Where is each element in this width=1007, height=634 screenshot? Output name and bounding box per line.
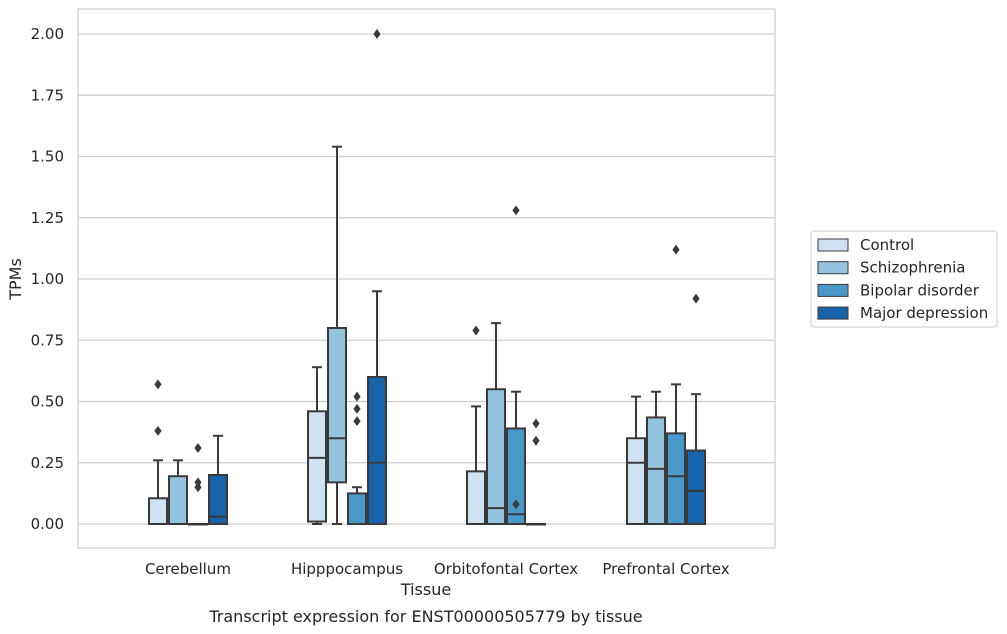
legend-label: Control	[860, 236, 914, 254]
outlier-point	[532, 435, 540, 446]
y-tick-label: 1.25	[31, 209, 64, 227]
box-schizophrenia	[486, 322, 506, 525]
y-tick-label: 0.00	[31, 515, 64, 533]
chart-caption: Transcript expression for ENST0000050577…	[208, 607, 642, 626]
legend-swatch	[817, 306, 849, 320]
y-tick-label: 0.25	[31, 454, 64, 472]
y-tick-label: 0.50	[31, 393, 64, 411]
box-bipolar-disorder	[188, 443, 208, 526]
box-bipolar-disorder	[347, 391, 367, 525]
box-schizophrenia	[327, 145, 347, 525]
legend-swatch	[817, 238, 849, 252]
box-major-depression	[686, 293, 706, 525]
y-axis-ticks: 0.00 0.25 0.50 0.75 1.00 1.25 1.50 1.75 2.00	[31, 25, 64, 533]
box-major-depression	[526, 418, 546, 526]
box-bipolar-disorder	[666, 244, 686, 526]
outlier-point	[194, 443, 202, 454]
legend-frame	[810, 230, 998, 328]
box-body	[686, 449, 706, 525]
box-body	[486, 388, 506, 525]
box-body	[327, 327, 347, 484]
outlier-point	[353, 403, 361, 414]
box-control	[307, 366, 327, 525]
box-body	[367, 376, 387, 525]
outlier-point	[373, 29, 381, 39]
outlier-point	[353, 416, 361, 427]
box-body	[168, 475, 188, 526]
box-body	[626, 437, 646, 525]
box-body	[208, 474, 228, 525]
legend-swatch	[817, 261, 849, 275]
box-control	[466, 325, 486, 526]
box-body	[646, 416, 666, 525]
outlier-point	[353, 391, 361, 402]
legend: Control Schizophrenia Bipolar disorder Majo…	[810, 230, 998, 328]
legend-label: Major depression	[860, 304, 988, 322]
x-tick-label: Prefrontal Cortex	[602, 560, 729, 578]
box-bipolar-disorder	[506, 205, 526, 526]
x-tick-label: Orbitofontal Cortex	[434, 560, 578, 578]
outlier-point	[194, 477, 202, 488]
outlier-point	[692, 293, 700, 304]
outlier-point	[532, 418, 540, 429]
box-series-group	[148, 29, 706, 526]
box-body	[307, 410, 327, 523]
y-tick-label: 1.50	[31, 148, 64, 166]
legend-swatch	[817, 283, 849, 297]
legend-label: Bipolar disorder	[860, 281, 980, 299]
y-axis-label: TPMs	[6, 258, 25, 301]
box-schizophrenia	[646, 390, 666, 525]
plot-area-frame	[77, 8, 776, 549]
box-body	[666, 432, 686, 526]
x-tick-label: Hipppocampus	[291, 560, 403, 578]
y-tick-label: 1.00	[31, 270, 64, 288]
box-schizophrenia	[168, 459, 188, 526]
outlier-point	[472, 325, 480, 336]
box-major-depression	[367, 29, 387, 525]
y-tick-label: 0.75	[31, 331, 64, 349]
box-control	[148, 379, 168, 525]
box-body	[506, 427, 526, 526]
y-tick-label: 1.75	[31, 86, 64, 104]
x-axis-ticks: Cerebellum Hipppocampus Orbitofontal Corte…	[145, 560, 730, 578]
outlier-point	[154, 425, 162, 436]
x-tick-label: Cerebellum	[145, 560, 231, 578]
box-body	[148, 497, 168, 525]
grid-lines	[78, 33, 775, 525]
x-axis-label: Tissue	[400, 580, 451, 599]
box-control	[626, 395, 646, 525]
outlier-point	[672, 244, 680, 255]
box-major-depression	[208, 434, 228, 525]
legend-label: Schizophrenia	[860, 259, 965, 277]
box-body	[347, 492, 367, 525]
outlier-point	[154, 379, 162, 390]
y-tick-label: 2.00	[31, 25, 64, 43]
outlier-point	[512, 205, 520, 216]
outlier-point	[512, 499, 520, 510]
box-body	[466, 470, 486, 526]
